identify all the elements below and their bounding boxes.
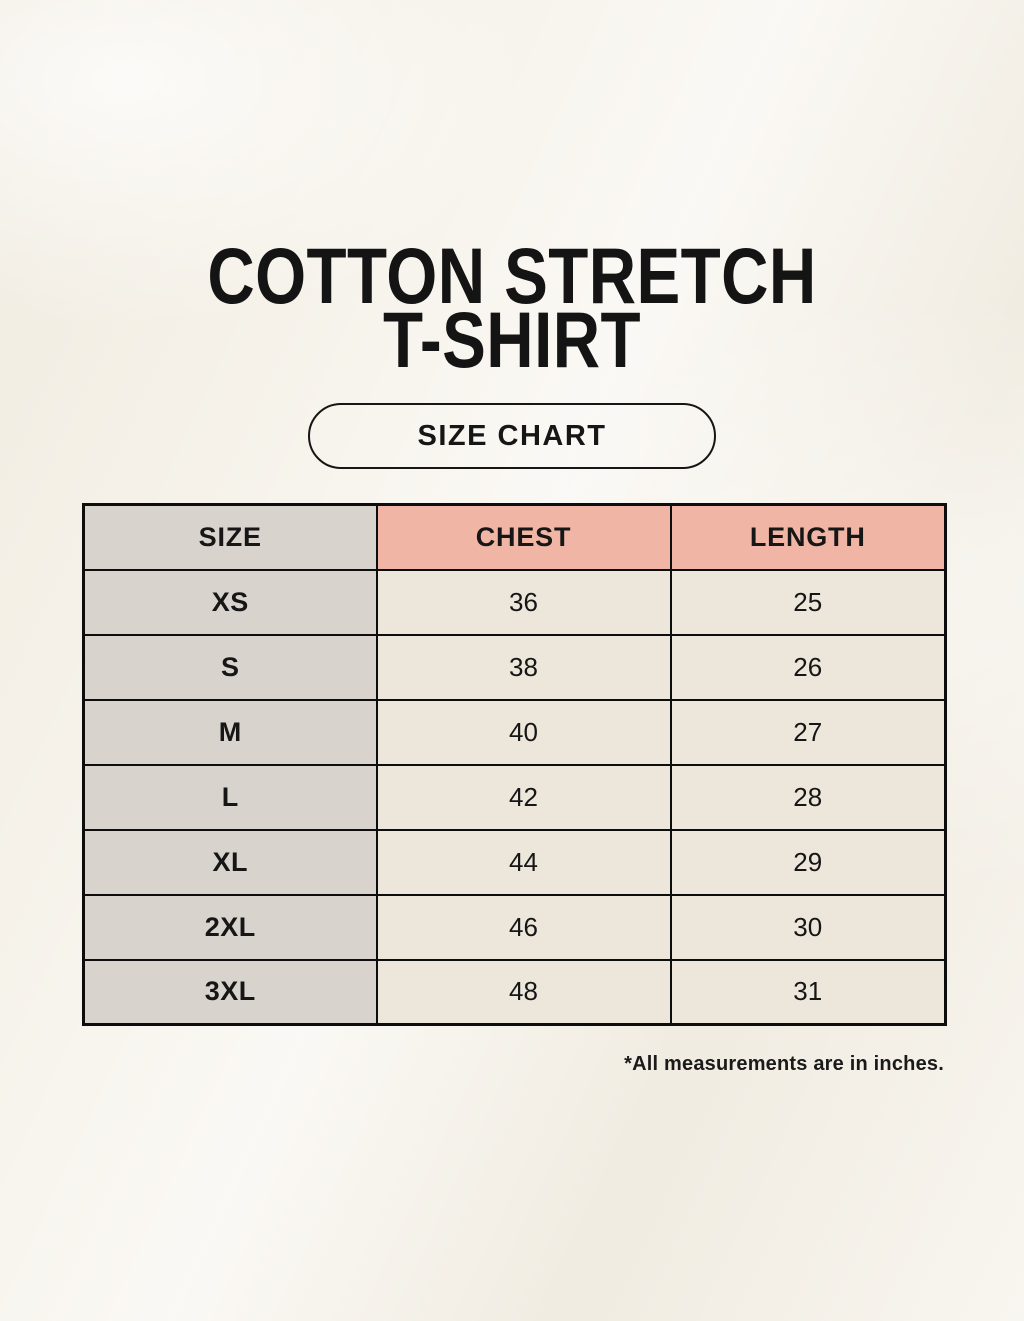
- page-title-line2: T-SHIRT: [383, 295, 641, 384]
- table-row: S 38 26: [82, 633, 947, 701]
- size-cell: S: [82, 633, 378, 701]
- chest-cell: 42: [375, 763, 672, 831]
- size-cell: M: [82, 698, 378, 766]
- table-row: L 42 28: [82, 763, 947, 831]
- measurements-footnote: *All measurements are in inches.: [624, 1053, 944, 1075]
- header-size: SIZE: [82, 503, 378, 571]
- chest-cell: 48: [375, 958, 672, 1026]
- page-title-line1: COTTON STRETCH: [207, 231, 817, 320]
- length-cell: 26: [669, 633, 947, 701]
- chest-cell: 40: [375, 698, 672, 766]
- chest-cell: 38: [375, 633, 672, 701]
- size-cell: XL: [82, 828, 378, 896]
- size-cell: 2XL: [82, 893, 378, 961]
- table-body: XS 36 25 S 38 26 M 40 27 L 42 28 XL 44 2…: [82, 568, 947, 1026]
- size-cell: 3XL: [82, 958, 378, 1026]
- chest-cell: 36: [375, 568, 672, 636]
- chest-cell: 44: [375, 828, 672, 896]
- length-cell: 27: [669, 698, 947, 766]
- table-row: 3XL 48 31: [82, 958, 947, 1026]
- header-row: SIZE CHEST LENGTH: [82, 503, 947, 571]
- table-row: 2XL 46 30: [82, 893, 947, 961]
- size-chart-button-label: SIZE CHART: [417, 419, 607, 452]
- chest-cell: 46: [375, 893, 672, 961]
- length-cell: 28: [669, 763, 947, 831]
- size-chart-button[interactable]: SIZE CHART: [308, 403, 716, 469]
- header-length: LENGTH: [669, 503, 947, 571]
- table-row: XL 44 29: [82, 828, 947, 896]
- length-cell: 25: [669, 568, 947, 636]
- length-cell: 30: [669, 893, 947, 961]
- table-row: XS 36 25: [82, 568, 947, 636]
- size-cell: L: [82, 763, 378, 831]
- size-chart-table: SIZE CHEST LENGTH XS 36 25 S 38 26 M 40 …: [82, 503, 947, 1026]
- table-header: SIZE CHEST LENGTH: [82, 503, 947, 571]
- page-title: COTTON STRETCH T-SHIRT: [87, 231, 937, 384]
- table-row: M 40 27: [82, 698, 947, 766]
- length-cell: 29: [669, 828, 947, 896]
- size-cell: XS: [82, 568, 378, 636]
- header-chest: CHEST: [375, 503, 672, 571]
- length-cell: 31: [669, 958, 947, 1026]
